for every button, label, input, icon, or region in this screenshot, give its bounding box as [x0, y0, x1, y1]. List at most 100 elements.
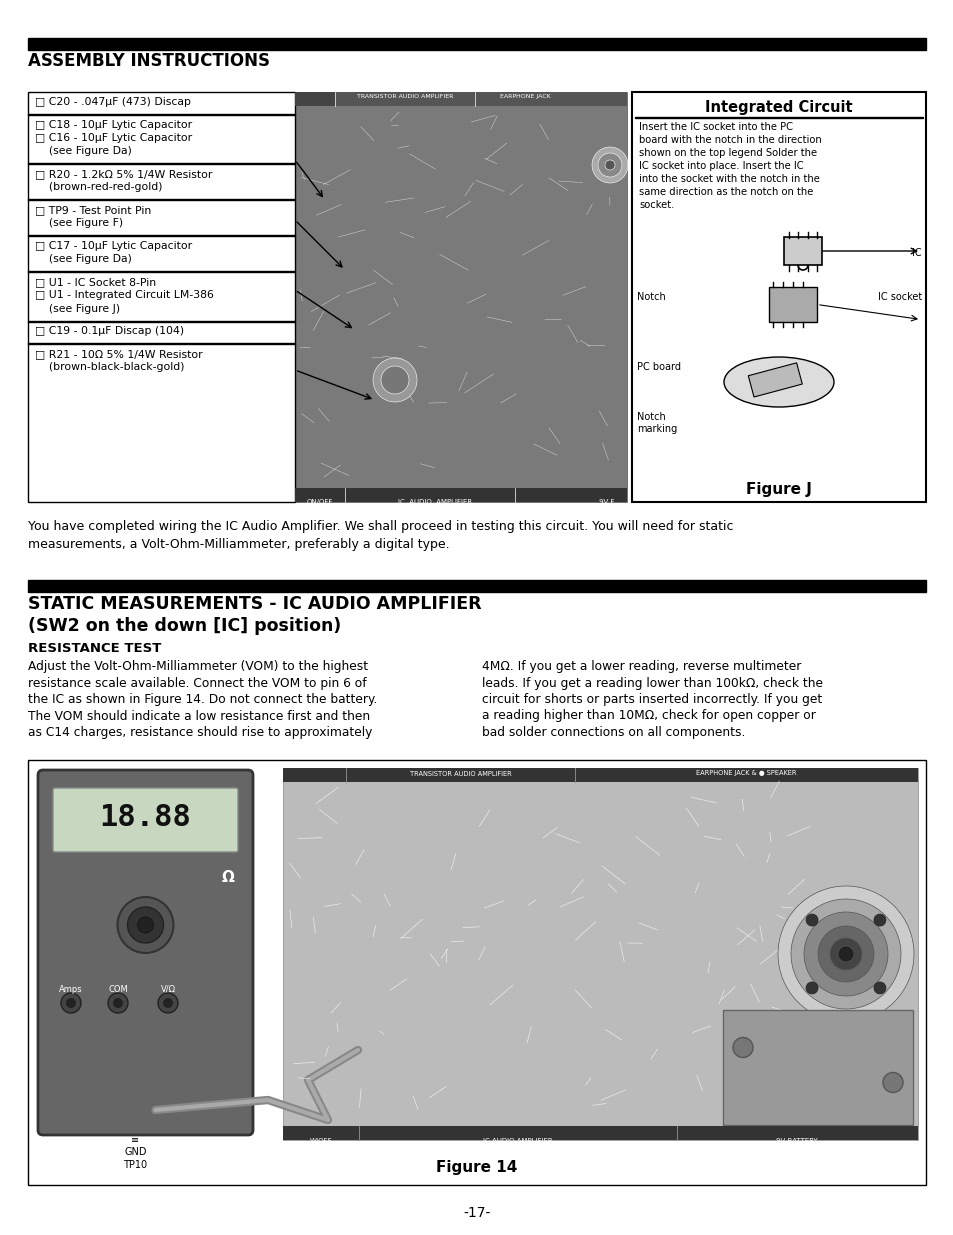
Text: □ R20 - 1.2kΩ 5% 1/4W Resistor: □ R20 - 1.2kΩ 5% 1/4W Resistor [35, 169, 213, 179]
Text: Notch
marking: Notch marking [637, 412, 677, 433]
Text: □ C20 - .047μF (473) Discap: □ C20 - .047μF (473) Discap [35, 98, 191, 107]
FancyBboxPatch shape [38, 769, 253, 1135]
Bar [631, 91, 925, 501]
Bar [768, 287, 816, 322]
Circle shape [128, 906, 163, 944]
Text: □ C16 - 10μF Lytic Capacitor: □ C16 - 10μF Lytic Capacitor [35, 133, 192, 143]
Text: STATIC MEASUREMENTS - IC AUDIO AMPLIFIER: STATIC MEASUREMENTS - IC AUDIO AMPLIFIER [28, 595, 481, 613]
Text: IC socket into place. Insert the IC: IC socket into place. Insert the IC [639, 161, 802, 170]
Bar [28, 580, 925, 592]
Text: Figure J: Figure J [745, 482, 811, 496]
Ellipse shape [723, 357, 833, 408]
Text: resistance scale available. Connect the VOM to pin 6 of: resistance scale available. Connect the … [28, 677, 366, 689]
Text: □ R21 - 10Ω 5% 1/4W Resistor: □ R21 - 10Ω 5% 1/4W Resistor [35, 350, 202, 359]
Circle shape [873, 982, 885, 994]
Bar [283, 768, 917, 1140]
Bar [28, 91, 294, 501]
Text: □ U1 - Integrated Circuit LM-386: □ U1 - Integrated Circuit LM-386 [35, 290, 213, 300]
Bar [283, 768, 917, 782]
Text: PC board: PC board [637, 362, 680, 372]
Text: □ TP9 - Test Point Pin: □ TP9 - Test Point Pin [35, 205, 152, 215]
Bar [294, 91, 335, 106]
Text: (see Figure Da): (see Figure Da) [35, 254, 132, 264]
Text: socket.: socket. [639, 200, 674, 210]
Text: as C14 charges, resistance should rise to approximately: as C14 charges, resistance should rise t… [28, 726, 372, 739]
Text: The VOM should indicate a low resistance first and then: The VOM should indicate a low resistance… [28, 709, 370, 722]
Text: 9V BATTERY: 9V BATTERY [776, 1137, 818, 1144]
Circle shape [604, 161, 615, 170]
Circle shape [805, 982, 818, 994]
Text: ASSEMBLY INSTRUCTIONS: ASSEMBLY INSTRUCTIONS [28, 52, 270, 70]
Text: IC  AUDIO  AMPLIFIER: IC AUDIO AMPLIFIER [397, 499, 472, 505]
Text: Amps: Amps [59, 986, 83, 994]
Circle shape [778, 885, 913, 1023]
Text: Figure 14: Figure 14 [436, 1160, 517, 1174]
Circle shape [592, 147, 627, 183]
Text: Insert the IC socket into the PC: Insert the IC socket into the PC [639, 122, 792, 132]
Text: Notch: Notch [637, 291, 665, 303]
Bar [28, 760, 925, 1186]
Text: (brown-black-black-gold): (brown-black-black-gold) [35, 363, 184, 373]
Text: 9V F: 9V F [598, 499, 614, 505]
Bar [747, 363, 801, 396]
Text: Integrated Circuit: Integrated Circuit [704, 100, 852, 115]
Text: EARPHONE JACK & ● SPEAKER: EARPHONE JACK & ● SPEAKER [696, 771, 796, 777]
Bar [722, 1010, 912, 1125]
Circle shape [805, 914, 818, 926]
FancyBboxPatch shape [53, 788, 237, 852]
Circle shape [803, 911, 887, 995]
Text: 4MΩ. If you get a lower reading, reverse multimeter: 4MΩ. If you get a lower reading, reverse… [481, 659, 801, 673]
Text: shown on the top legend Solder the: shown on the top legend Solder the [639, 148, 817, 158]
Text: circuit for shorts or parts inserted incorrectly. If you get: circuit for shorts or parts inserted inc… [481, 693, 821, 706]
Text: You have completed wiring the IC Audio Amplifier. We shall proceed in testing th: You have completed wiring the IC Audio A… [28, 520, 733, 534]
Text: same direction as the notch on the: same direction as the notch on the [639, 186, 813, 198]
Bar [294, 488, 626, 501]
Bar [294, 91, 626, 501]
Text: (see Figure F): (see Figure F) [35, 219, 123, 228]
Circle shape [829, 939, 862, 969]
Circle shape [817, 926, 873, 982]
Text: COM: COM [108, 986, 128, 994]
Text: ≡
GND
TP10: ≡ GND TP10 [123, 1135, 148, 1170]
Text: leads. If you get a reading lower than 100kΩ, check the: leads. If you get a reading lower than 1… [481, 677, 822, 689]
Bar [783, 237, 821, 266]
Text: TRANSISTOR AUDIO AMPLIFIER: TRANSISTOR AUDIO AMPLIFIER [356, 94, 453, 99]
Circle shape [108, 993, 128, 1013]
Text: EARPHONE JACK: EARPHONE JACK [499, 94, 550, 99]
Bar [28, 38, 925, 49]
Text: bad solder connections on all components.: bad solder connections on all components… [481, 726, 744, 739]
Text: Ω: Ω [221, 869, 234, 885]
Text: (see Figure J): (see Figure J) [35, 304, 120, 314]
Circle shape [732, 1037, 752, 1057]
Circle shape [373, 358, 416, 403]
Text: (see Figure Da): (see Figure Da) [35, 147, 132, 157]
Text: □ C19 - 0.1μF Discap (104): □ C19 - 0.1μF Discap (104) [35, 326, 184, 336]
Text: □ C18 - 10μF Lytic Capacitor: □ C18 - 10μF Lytic Capacitor [35, 120, 192, 130]
Text: □ U1 - IC Socket 8-Pin: □ U1 - IC Socket 8-Pin [35, 277, 156, 287]
Text: □ C17 - 10μF Lytic Capacitor: □ C17 - 10μF Lytic Capacitor [35, 241, 192, 251]
Circle shape [790, 899, 900, 1009]
Circle shape [873, 914, 885, 926]
Text: ON/OFF: ON/OFF [307, 499, 333, 505]
Bar [294, 91, 626, 106]
Circle shape [158, 993, 178, 1013]
Circle shape [112, 998, 123, 1008]
Text: IC AUDIO AMPLIFIER: IC AUDIO AMPLIFIER [482, 1137, 552, 1144]
Text: a reading higher than 10MΩ, check for open copper or: a reading higher than 10MΩ, check for op… [481, 709, 815, 722]
Text: W/OFF: W/OFF [310, 1137, 332, 1144]
Text: -17-: -17- [463, 1207, 490, 1220]
Bar [283, 1126, 917, 1140]
Circle shape [882, 1072, 902, 1093]
Text: measurements, a Volt-Ohm-Milliammeter, preferably a digital type.: measurements, a Volt-Ohm-Milliammeter, p… [28, 538, 449, 551]
Circle shape [598, 153, 621, 177]
Text: IC socket: IC socket [877, 291, 921, 303]
Text: board with the notch in the direction: board with the notch in the direction [639, 135, 821, 144]
Text: 18.88: 18.88 [99, 803, 192, 831]
Text: V/Ω: V/Ω [160, 986, 175, 994]
Text: into the socket with the notch in the: into the socket with the notch in the [639, 174, 819, 184]
Text: (brown-red-red-gold): (brown-red-red-gold) [35, 183, 162, 193]
Circle shape [117, 897, 173, 953]
Text: RESISTANCE TEST: RESISTANCE TEST [28, 642, 161, 655]
Text: Adjust the Volt-Ohm-Milliammeter (VOM) to the highest: Adjust the Volt-Ohm-Milliammeter (VOM) t… [28, 659, 368, 673]
Text: TRANSISTOR AUDIO AMPLIFIER: TRANSISTOR AUDIO AMPLIFIER [410, 771, 511, 777]
